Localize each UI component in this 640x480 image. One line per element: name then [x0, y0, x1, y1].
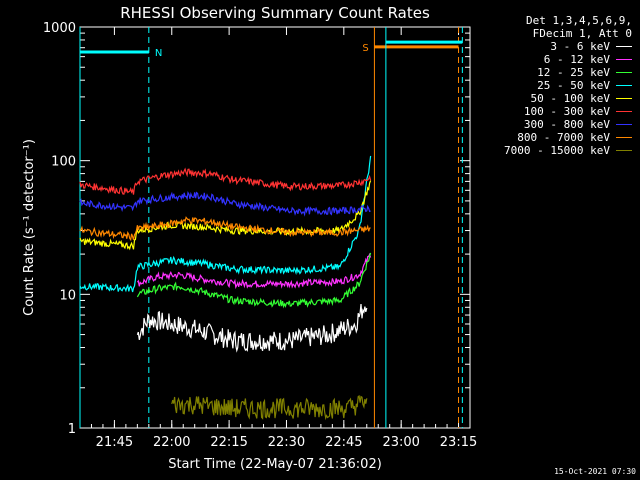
legend-swatch — [616, 98, 632, 99]
legend-label: 800 - 7000 keV — [517, 131, 610, 144]
legend-entry: 25 - 50 keV — [462, 79, 632, 92]
flag-label: N — [155, 48, 162, 59]
legend-entry: 50 - 100 keV — [462, 92, 632, 105]
legend-label: 100 - 300 keV — [523, 105, 610, 118]
y-tick-label: 100 — [51, 155, 76, 170]
series-line-4 — [79, 155, 372, 293]
legend-entry: 800 - 7000 keV — [462, 131, 632, 144]
legend-entry: 12 - 25 keV — [462, 66, 632, 79]
legend-label: 6 - 12 keV — [543, 53, 610, 66]
y-tick-label: 1 — [68, 422, 76, 437]
x-tick-label: 21:45 — [96, 435, 133, 450]
legend-header-line-2: FDecim 1, Att 0 — [532, 27, 632, 40]
x-tick-label: 23:15 — [440, 435, 477, 450]
legend-swatch — [616, 150, 632, 151]
y-tick-label: 1000 — [43, 21, 76, 36]
legend-swatch — [616, 46, 632, 47]
legend-header-line-1: Det 1,3,4,5,6,9, — [526, 14, 632, 27]
x-tick-label: 22:00 — [153, 435, 190, 450]
legend-swatch — [616, 59, 632, 60]
series-line-9 — [171, 394, 368, 421]
x-tick-label: 22:30 — [268, 435, 305, 450]
series-line-5 — [79, 180, 372, 251]
legend-label: 25 - 50 keV — [537, 79, 610, 92]
series-line-1 — [136, 304, 368, 353]
legend-entry: 6 - 12 keV — [462, 53, 632, 66]
legend-swatch — [616, 124, 632, 125]
x-tick-label: 23:00 — [382, 435, 419, 450]
series-line-6 — [79, 167, 372, 195]
legend-label: 7000 - 15000 keV — [504, 144, 610, 157]
legend: Det 1,3,4,5,6,9, FDecim 1, Att 0 3 - 6 k… — [462, 14, 632, 157]
series-line-2 — [136, 252, 372, 290]
legend-swatch — [616, 72, 632, 73]
x-axis-label: Start Time (22-May-07 21:36:02) — [168, 457, 382, 472]
y-axis-label: Count Rate (s⁻¹ detector⁻¹) — [22, 139, 37, 316]
legend-label: 12 - 25 keV — [537, 66, 610, 79]
legend-entry: 7000 - 15000 keV — [462, 144, 632, 157]
series-line-7 — [79, 191, 371, 217]
legend-label: 50 - 100 keV — [530, 92, 610, 105]
y-tick-label: 10 — [59, 288, 76, 303]
series-line-8 — [79, 216, 371, 242]
legend-label: 3 - 6 keV — [550, 40, 610, 53]
timestamp: 15-Oct-2021 07:30 — [554, 467, 636, 476]
legend-swatch — [616, 137, 632, 138]
x-tick-label: 22:45 — [325, 435, 362, 450]
plot-area: RHESSI Observing Summary Count Rates Star… — [22, 4, 477, 472]
x-tick-label: 22:15 — [210, 435, 247, 450]
legend-entry: 3 - 6 keV — [462, 40, 632, 53]
legend-label: 300 - 800 keV — [523, 118, 610, 131]
chart-title: RHESSI Observing Summary Count Rates — [120, 4, 430, 22]
legend-entry: 100 - 300 keV — [462, 105, 632, 118]
flag-label: S — [362, 43, 368, 54]
series-line-3 — [136, 252, 372, 309]
legend-swatch — [616, 85, 632, 86]
legend-entry: 300 - 800 keV — [462, 118, 632, 131]
legend-swatch — [616, 111, 632, 112]
